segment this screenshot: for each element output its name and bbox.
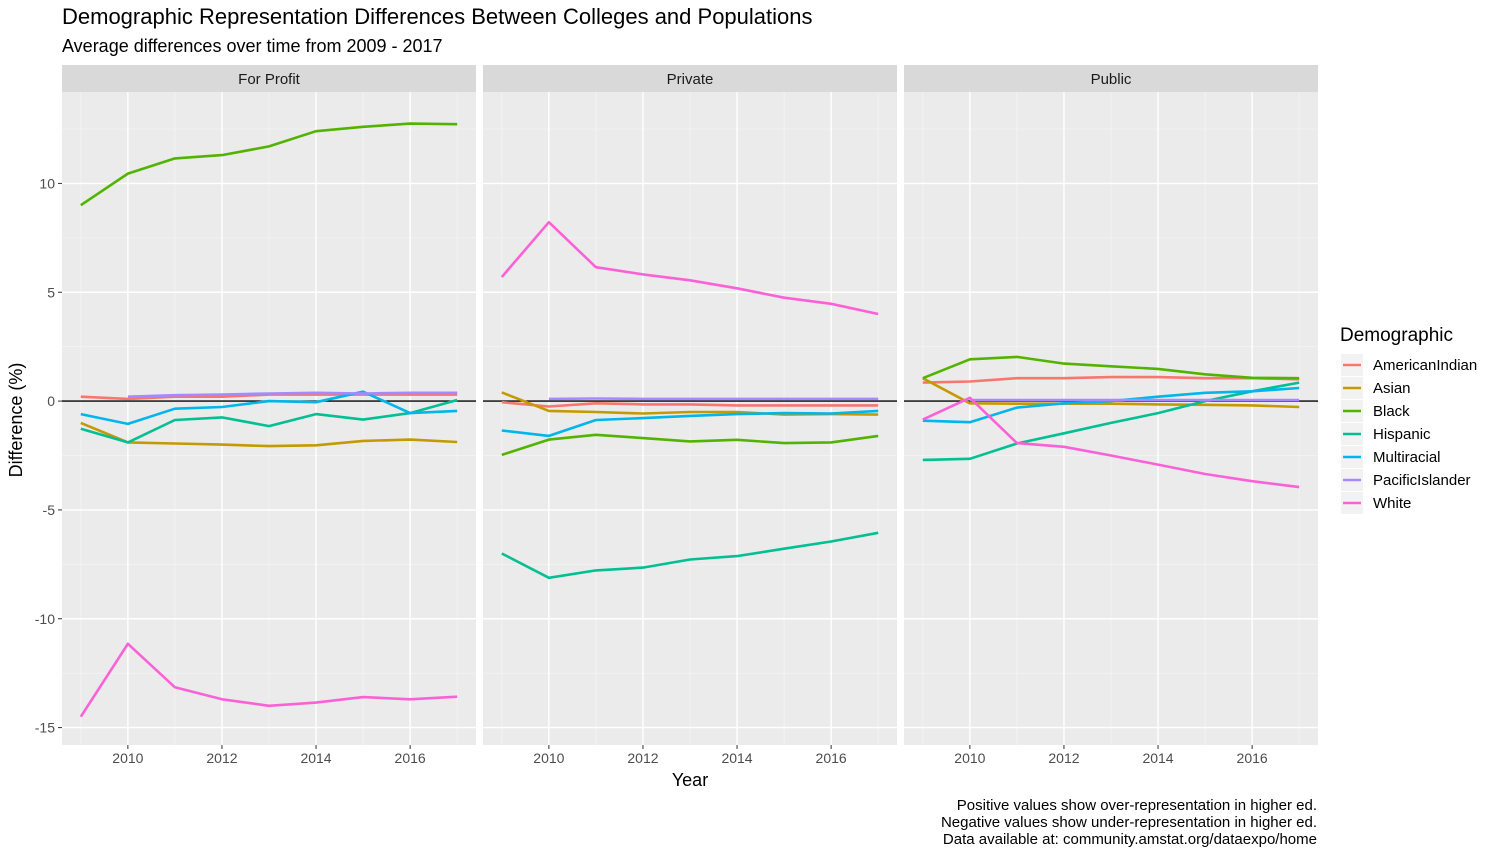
y-axis-ticks: -15 -10 -5 0 5 10 [35,175,62,736]
panel-for-profit: For Profit 2010 2012 2014 2016 [62,65,476,766]
legend-label: Asian [1373,380,1411,397]
legend-label: AmericanIndian [1373,357,1477,374]
facet-strip [483,65,897,92]
x-tick-label: 2016 [816,750,847,766]
legend-item-multiracial: Multiracial [1341,446,1441,468]
y-tick-label: 10 [39,175,55,191]
y-tick-label: -10 [35,611,55,627]
series-line-asian [922,377,1300,409]
x-tick-label: 2014 [721,750,752,766]
chart-title: Demographic Representation Differences B… [62,4,813,29]
series-line-pacificislander [127,391,458,398]
legend-item-white: White [1341,492,1411,514]
facet-strip [62,65,476,92]
series-line-white [79,642,458,718]
legend-label: Hispanic [1373,426,1431,443]
facet-panels: For Profit 2010 2012 2014 2016 Private 2010 201… [62,65,1318,766]
caption-line: Data available at: community.amstat.org/… [943,831,1317,848]
x-tick-label: 2012 [1048,750,1079,766]
y-tick-label: -5 [43,502,56,518]
x-tick-label: 2016 [395,750,426,766]
x-tick-label: 2012 [627,750,658,766]
panel-public: Public 2010 2012 2014 2016 [904,65,1318,766]
legend-label: Multiracial [1373,449,1441,466]
legend-label: Black [1373,403,1410,420]
legend-item-americanindian: AmericanIndian [1341,354,1477,376]
legend-label: PacificIslander [1373,472,1471,489]
facet-strip-label: Public [1091,71,1132,88]
series-line-white [500,220,879,316]
legend-item-hispanic: Hispanic [1341,423,1431,445]
series-line-white [922,396,1300,489]
series-line-americanindian [922,375,1300,384]
series-line-hispanic [80,398,458,444]
legend-item-pacificislander: PacificIslander [1341,469,1471,491]
series-line-black [501,433,879,457]
legend-label: White [1373,495,1411,512]
x-tick-label: 2012 [206,750,237,766]
x-tick-label: 2010 [533,750,564,766]
x-tick-label: 2010 [954,750,985,766]
y-axis-label: Difference (%) [6,363,26,478]
x-tick-label: 2014 [1142,750,1173,766]
caption-line: Positive values show over-representation… [957,797,1317,814]
y-tick-label: 0 [47,393,55,409]
legend-item-asian: Asian [1341,377,1411,399]
chart-subtitle: Average differences over time from 2009 … [62,36,443,56]
y-tick-label: 5 [47,284,55,300]
series-line-americanindian [501,400,879,408]
caption-line: Negative values show under-representatio… [941,814,1317,831]
facet-strip-label: For Profit [238,71,301,88]
facet-strip [904,65,1318,92]
y-tick-label: -15 [35,720,55,736]
series-line-multiracial [80,390,458,426]
x-tick-label: 2016 [1237,750,1268,766]
x-tick-label: 2014 [300,750,331,766]
facet-strip-label: Private [667,71,714,88]
legend-item-black: Black [1341,400,1410,422]
series-line-multiracial [501,409,879,438]
panel-private: Private 2010 2012 2014 2016 [483,65,897,766]
caption: Positive values show over-representation… [941,797,1317,848]
x-tick-label: 2010 [112,750,143,766]
series-line-asian [80,421,458,448]
series-line-hispanic [501,531,879,580]
series-line-black [922,355,1300,380]
x-axis-label: Year [672,770,708,790]
legend: Demographic AmericanIndian Asian Black Hisp… [1340,325,1477,514]
legend-title: Demographic [1340,325,1453,346]
series-line-hispanic [922,381,1300,462]
series-line-black [80,122,458,207]
